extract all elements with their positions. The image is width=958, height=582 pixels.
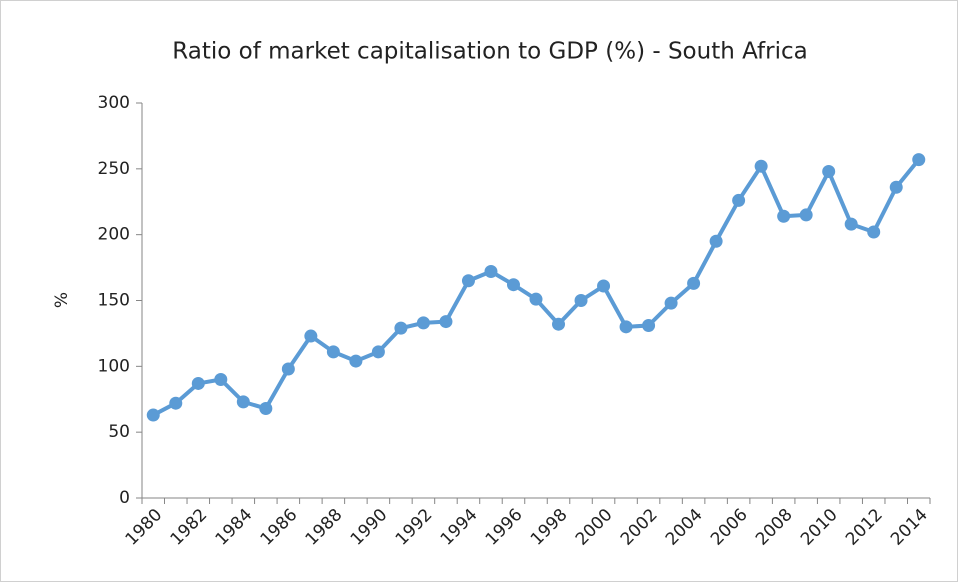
data-point <box>371 345 385 359</box>
data-point <box>281 362 295 376</box>
data-point <box>169 396 183 410</box>
data-point <box>687 276 701 290</box>
data-point <box>529 292 543 306</box>
y-tick-label: 50 <box>108 422 130 442</box>
data-point <box>259 401 273 415</box>
data-point <box>642 319 656 333</box>
y-tick-label: 100 <box>98 356 130 376</box>
data-point <box>552 317 566 331</box>
data-point <box>394 321 408 335</box>
data-point <box>214 373 228 386</box>
data-point <box>709 234 723 248</box>
data-point <box>484 265 498 279</box>
data-point <box>349 354 363 368</box>
data-point <box>664 296 678 310</box>
data-point <box>799 208 813 222</box>
data-point <box>461 274 475 288</box>
data-point <box>754 159 768 173</box>
data-point <box>191 376 205 390</box>
data-point <box>416 316 430 330</box>
chart-title: Ratio of market capitalisation to GDP (%… <box>172 39 807 65</box>
data-point <box>822 164 836 178</box>
data-point <box>146 408 160 422</box>
data-point <box>439 315 453 329</box>
data-point <box>912 153 926 167</box>
y-tick-label: 250 <box>98 159 130 179</box>
y-tick-label: 300 <box>98 93 130 113</box>
y-tick-label: 0 <box>119 488 130 508</box>
data-point <box>777 209 791 223</box>
y-tick-label: 200 <box>98 225 130 245</box>
y-tick-label: 150 <box>98 291 130 311</box>
data-point <box>304 329 318 343</box>
data-point <box>732 193 746 207</box>
data-point <box>236 395 250 409</box>
data-point <box>326 345 340 359</box>
data-point <box>889 180 903 194</box>
data-point <box>619 320 633 334</box>
data-point <box>844 217 858 231</box>
data-point <box>597 279 611 293</box>
data-point <box>574 294 588 307</box>
y-axis-label: % <box>52 292 72 308</box>
data-point <box>867 225 881 239</box>
data-point <box>506 278 520 292</box>
